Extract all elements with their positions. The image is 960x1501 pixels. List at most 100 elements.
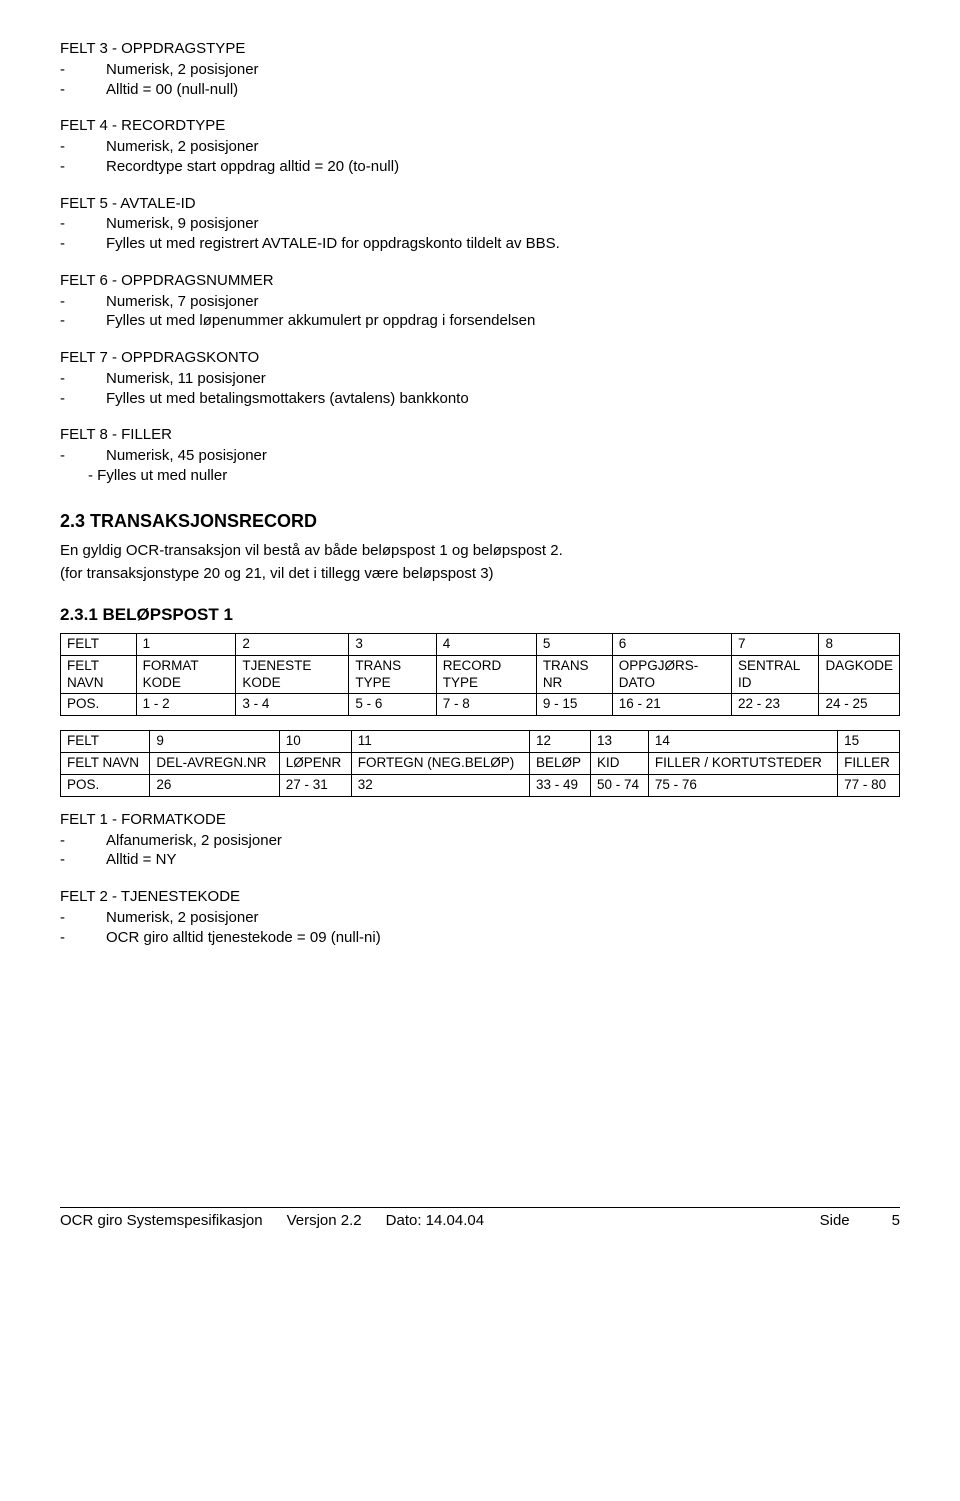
- cell: 14: [648, 731, 837, 753]
- cell: 9 - 15: [536, 694, 612, 716]
- cell: 6: [612, 633, 731, 655]
- cell: 5 - 6: [349, 694, 436, 716]
- cell: DEL-AVREGN.NR: [150, 753, 279, 775]
- table-row: FELT 9 10 11 12 13 14 15: [61, 731, 900, 753]
- footer-page-number: 5: [892, 1212, 900, 1231]
- cell: 15: [838, 731, 900, 753]
- felt6-line: -Numerisk, 7 posisjoner: [60, 293, 900, 312]
- para-1: En gyldig OCR-transaksjon vil bestå av b…: [60, 542, 900, 561]
- cell: TJENESTE KODE: [236, 655, 349, 694]
- felt4-line: -Numerisk, 2 posisjoner: [60, 138, 900, 157]
- cell: 16 - 21: [612, 694, 731, 716]
- page-footer: OCR giro Systemspesifikasjon Versjon 2.2…: [60, 1207, 900, 1231]
- felt1b-line: -Alfanumerisk, 2 posisjoner: [60, 832, 900, 851]
- felt7-line: -Numerisk, 11 posisjoner: [60, 370, 900, 389]
- cell: FELT: [61, 633, 137, 655]
- cell: 22 - 23: [731, 694, 818, 716]
- cell: 75 - 76: [648, 775, 837, 797]
- cell: 4: [436, 633, 536, 655]
- cell: POS.: [61, 775, 150, 797]
- cell: FELT NAVN: [61, 753, 150, 775]
- felt3-section: FELT 3 - OPPDRAGSTYPE -Numerisk, 2 posis…: [60, 40, 900, 99]
- cell: TRANS NR: [536, 655, 612, 694]
- cell: 10: [279, 731, 351, 753]
- felt6-section: FELT 6 - OPPDRAGSNUMMER -Numerisk, 7 pos…: [60, 272, 900, 331]
- para-2: (for transaksjonstype 20 og 21, vil det …: [60, 565, 900, 584]
- cell: 24 - 25: [819, 694, 900, 716]
- felt5-line: -Fylles ut med registrert AVTALE-ID for …: [60, 235, 900, 254]
- cell: RECORD TYPE: [436, 655, 536, 694]
- cell: 13: [591, 731, 649, 753]
- heading-2-3: 2.3 TRANSAKSJONSRECORD: [60, 510, 900, 533]
- felt4-line: -Recordtype start oppdrag alltid = 20 (t…: [60, 158, 900, 177]
- footer-version: Versjon 2.2: [287, 1212, 362, 1231]
- cell: 77 - 80: [838, 775, 900, 797]
- cell: 26: [150, 775, 279, 797]
- cell: DAGKODE: [819, 655, 900, 694]
- table-row: FELT NAVN DEL-AVREGN.NR LØPENR FORTEGN (…: [61, 753, 900, 775]
- felt5-line: -Numerisk, 9 posisjoner: [60, 215, 900, 234]
- table-row: FELT 1 2 3 4 5 6 7 8: [61, 633, 900, 655]
- cell: FORTEGN (NEG.BELØP): [351, 753, 529, 775]
- table-belopspost1-a: FELT 1 2 3 4 5 6 7 8 FELT NAVN FORMAT KO…: [60, 633, 900, 717]
- cell: 8: [819, 633, 900, 655]
- table-row: FELT NAVN FORMAT KODE TJENESTE KODE TRAN…: [61, 655, 900, 694]
- felt2b-title: FELT 2 - TJENESTEKODE: [60, 888, 900, 907]
- cell: FILLER: [838, 753, 900, 775]
- cell: BELØP: [530, 753, 591, 775]
- cell: 1: [136, 633, 236, 655]
- felt8-title: FELT 8 - FILLER: [60, 426, 900, 445]
- felt3-title: FELT 3 - OPPDRAGSTYPE: [60, 40, 900, 59]
- cell: FILLER / KORTUTSTEDER: [648, 753, 837, 775]
- cell: KID: [591, 753, 649, 775]
- felt2b-line: -Numerisk, 2 posisjoner: [60, 909, 900, 928]
- felt5-section: FELT 5 - AVTALE-ID -Numerisk, 9 posisjon…: [60, 195, 900, 254]
- felt4-title: FELT 4 - RECORDTYPE: [60, 117, 900, 136]
- felt8-line: -Numerisk, 45 posisjoner: [60, 447, 900, 466]
- cell: POS.: [61, 694, 137, 716]
- felt1b-line: -Alltid = NY: [60, 851, 900, 870]
- cell: 5: [536, 633, 612, 655]
- felt4-section: FELT 4 - RECORDTYPE -Numerisk, 2 posisjo…: [60, 117, 900, 176]
- felt6-title: FELT 6 - OPPDRAGSNUMMER: [60, 272, 900, 291]
- felt1b-title: FELT 1 - FORMATKODE: [60, 811, 900, 830]
- felt1b-section: FELT 1 - FORMATKODE -Alfanumerisk, 2 pos…: [60, 811, 900, 870]
- cell: 33 - 49: [530, 775, 591, 797]
- felt3-line: -Alltid = 00 (null-null): [60, 81, 900, 100]
- cell: FELT: [61, 731, 150, 753]
- cell: 12: [530, 731, 591, 753]
- felt5-title: FELT 5 - AVTALE-ID: [60, 195, 900, 214]
- cell: 1 - 2: [136, 694, 236, 716]
- cell: 9: [150, 731, 279, 753]
- felt6-line: -Fylles ut med løpenummer akkumulert pr …: [60, 312, 900, 331]
- cell: LØPENR: [279, 753, 351, 775]
- cell: FELT NAVN: [61, 655, 137, 694]
- felt3-line: -Numerisk, 2 posisjoner: [60, 61, 900, 80]
- cell: 50 - 74: [591, 775, 649, 797]
- heading-2-3-1: 2.3.1 BELØPSPOST 1: [60, 604, 900, 625]
- felt7-title: FELT 7 - OPPDRAGSKONTO: [60, 349, 900, 368]
- footer-doc-title: OCR giro Systemspesifikasjon: [60, 1212, 263, 1231]
- footer-side-label: Side: [820, 1212, 850, 1231]
- table-row: POS. 1 - 2 3 - 4 5 - 6 7 - 8 9 - 15 16 -…: [61, 694, 900, 716]
- cell: 7 - 8: [436, 694, 536, 716]
- felt2b-line: -OCR giro alltid tjenestekode = 09 (null…: [60, 929, 900, 948]
- felt8-section: FELT 8 - FILLER -Numerisk, 45 posisjoner…: [60, 426, 900, 485]
- footer-date: Dato: 14.04.04: [386, 1212, 484, 1231]
- felt7-line: -Fylles ut med betalingsmottakers (avtal…: [60, 390, 900, 409]
- cell: SENTRAL ID: [731, 655, 818, 694]
- table-belopspost1-b: FELT 9 10 11 12 13 14 15 FELT NAVN DEL-A…: [60, 730, 900, 797]
- cell: OPPGJØRS-DATO: [612, 655, 731, 694]
- cell: 3: [349, 633, 436, 655]
- felt7-section: FELT 7 - OPPDRAGSKONTO -Numerisk, 11 pos…: [60, 349, 900, 408]
- felt8-subline: - Fylles ut med nuller: [60, 467, 900, 486]
- table-row: POS. 26 27 - 31 32 33 - 49 50 - 74 75 - …: [61, 775, 900, 797]
- cell: TRANS TYPE: [349, 655, 436, 694]
- felt2b-section: FELT 2 - TJENESTEKODE -Numerisk, 2 posis…: [60, 888, 900, 947]
- cell: 27 - 31: [279, 775, 351, 797]
- cell: 11: [351, 731, 529, 753]
- cell: FORMAT KODE: [136, 655, 236, 694]
- cell: 7: [731, 633, 818, 655]
- cell: 2: [236, 633, 349, 655]
- cell: 32: [351, 775, 529, 797]
